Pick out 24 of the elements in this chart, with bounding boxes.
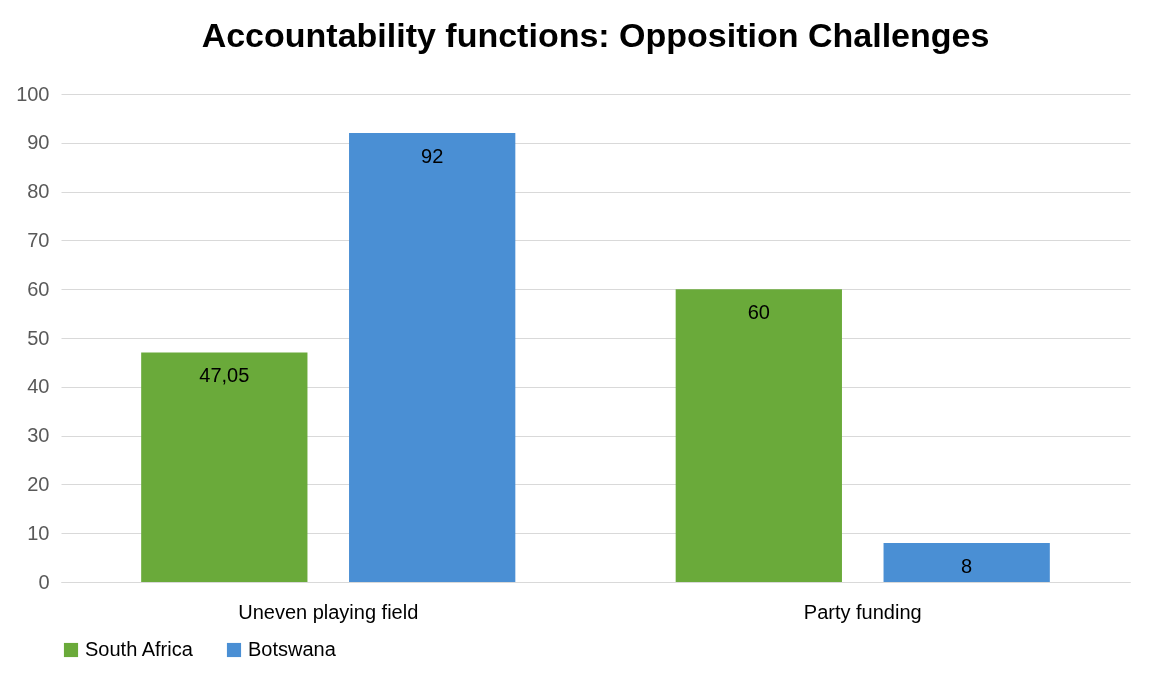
y-tick-label: 70 [27,228,50,251]
x-tick-label: Party funding [803,600,922,623]
y-tick-label: 0 [38,570,50,593]
y-tick-label: 20 [27,472,50,495]
y-tick-label: 30 [27,424,50,447]
legend-label: Botswana [248,638,337,660]
chart-title: Accountability functions: Opposition Challenges [201,16,990,54]
bar [349,133,516,582]
x-tick-label: Uneven playing field [238,600,419,623]
y-tick-label: 10 [27,521,50,544]
bar [675,289,842,582]
legend-label: South Africa [85,638,194,660]
y-tick-label: 60 [27,277,50,300]
y-tick-label: 80 [27,180,50,203]
data-label: 47,05 [199,364,250,387]
y-tick-label: 90 [27,131,50,154]
bar [883,542,1050,582]
data-label: 60 [747,301,770,324]
y-tick-label: 100 [16,82,50,105]
data-label: 92 [421,145,444,168]
y-tick-label: 40 [27,375,50,398]
y-tick-label: 50 [27,326,50,349]
data-label: 8 [961,554,973,577]
bar [141,352,308,582]
